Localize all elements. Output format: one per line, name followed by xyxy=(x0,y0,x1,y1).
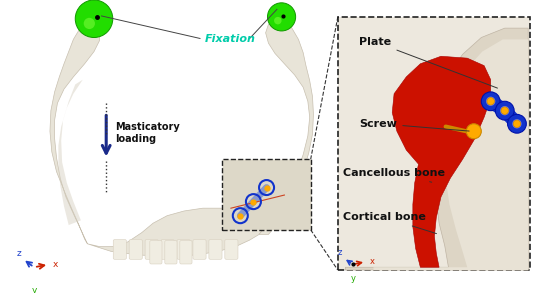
Circle shape xyxy=(481,92,500,111)
Circle shape xyxy=(466,124,481,139)
Circle shape xyxy=(512,119,521,128)
FancyBboxPatch shape xyxy=(193,240,206,259)
Text: Cortical bone: Cortical bone xyxy=(343,212,437,234)
Polygon shape xyxy=(259,21,314,234)
Circle shape xyxy=(500,106,509,115)
Text: y: y xyxy=(31,286,37,293)
Circle shape xyxy=(513,120,521,127)
Text: Plate: Plate xyxy=(359,37,497,88)
Polygon shape xyxy=(373,39,528,270)
Circle shape xyxy=(508,114,526,133)
Text: z: z xyxy=(16,249,21,258)
Text: Fixation: Fixation xyxy=(205,34,256,44)
FancyBboxPatch shape xyxy=(225,240,238,259)
Text: Screw: Screw xyxy=(359,119,469,131)
Circle shape xyxy=(75,0,113,38)
FancyBboxPatch shape xyxy=(150,241,162,264)
FancyBboxPatch shape xyxy=(165,241,177,264)
FancyBboxPatch shape xyxy=(180,241,192,264)
Text: x: x xyxy=(370,257,375,266)
Circle shape xyxy=(496,101,514,120)
Text: Cancellous bone: Cancellous bone xyxy=(343,168,446,182)
Text: x: x xyxy=(53,260,58,269)
FancyBboxPatch shape xyxy=(113,240,127,259)
Circle shape xyxy=(487,98,494,105)
FancyBboxPatch shape xyxy=(129,240,142,259)
FancyBboxPatch shape xyxy=(209,240,222,259)
Polygon shape xyxy=(392,56,491,267)
Text: Masticatory
loading: Masticatory loading xyxy=(116,122,180,144)
Polygon shape xyxy=(58,80,82,225)
Polygon shape xyxy=(345,28,528,270)
Polygon shape xyxy=(50,24,100,244)
Circle shape xyxy=(486,97,496,106)
Text: z: z xyxy=(338,248,342,257)
Circle shape xyxy=(267,3,296,31)
FancyBboxPatch shape xyxy=(145,240,158,259)
FancyBboxPatch shape xyxy=(177,240,190,259)
Text: y: y xyxy=(350,274,355,283)
Polygon shape xyxy=(87,208,266,256)
Bar xyxy=(338,17,530,270)
Bar xyxy=(222,159,311,230)
Circle shape xyxy=(84,18,95,29)
FancyBboxPatch shape xyxy=(161,240,174,259)
Circle shape xyxy=(501,107,509,114)
Circle shape xyxy=(274,17,282,24)
